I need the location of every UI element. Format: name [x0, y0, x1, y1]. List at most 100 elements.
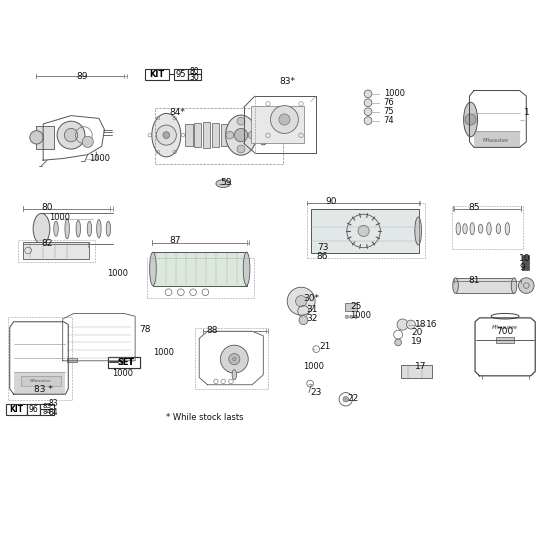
Text: 1000: 1000 [384, 90, 405, 99]
Text: 86: 86 [317, 252, 328, 261]
Ellipse shape [216, 180, 230, 188]
Bar [344, 304, 357, 311]
Text: 21: 21 [319, 342, 330, 351]
Bar [185, 124, 193, 146]
Bar [203, 122, 211, 148]
Ellipse shape [76, 221, 81, 237]
Text: 81: 81 [468, 276, 480, 284]
Circle shape [345, 315, 348, 319]
Bar [474, 130, 520, 147]
Bar [8, 318, 72, 400]
Text: 84: 84 [48, 408, 58, 417]
Text: 73: 73 [317, 243, 328, 252]
Text: 84*: 84* [170, 108, 185, 118]
Circle shape [299, 316, 308, 325]
Bar [496, 337, 514, 343]
Circle shape [364, 116, 372, 124]
Ellipse shape [478, 224, 483, 233]
Circle shape [232, 357, 236, 361]
Text: 9: 9 [520, 263, 525, 272]
Text: 76: 76 [384, 99, 394, 108]
Text: 87: 87 [170, 236, 181, 245]
Text: 700: 700 [496, 328, 514, 337]
Ellipse shape [243, 252, 250, 286]
Text: 96: 96 [29, 405, 39, 414]
Circle shape [465, 114, 476, 125]
Bar [268, 126, 274, 130]
Circle shape [364, 108, 372, 115]
Bar [145, 68, 169, 80]
Circle shape [228, 353, 240, 365]
Text: 83: 83 [43, 404, 52, 409]
Text: 30: 30 [189, 73, 199, 82]
Bar [67, 358, 77, 362]
Bar [6, 404, 27, 415]
Ellipse shape [226, 115, 256, 155]
Circle shape [248, 131, 256, 139]
Bar [36, 125, 54, 149]
Text: 30*: 30* [304, 295, 319, 304]
Circle shape [279, 114, 290, 125]
Bar [27, 404, 40, 415]
Circle shape [354, 315, 357, 319]
Circle shape [270, 106, 298, 133]
Ellipse shape [258, 125, 269, 145]
Bar [18, 240, 95, 262]
Bar [522, 255, 529, 270]
Text: SET: SET [117, 358, 134, 367]
Text: 83: 83 [48, 399, 58, 408]
Ellipse shape [505, 223, 510, 235]
Ellipse shape [496, 224, 501, 234]
Text: 1000: 1000 [350, 311, 371, 320]
Bar [268, 132, 274, 136]
Text: 1: 1 [524, 108, 530, 118]
Text: 59: 59 [221, 178, 232, 187]
Text: 88: 88 [207, 326, 218, 335]
Bar [22, 242, 90, 259]
Bar [21, 376, 61, 386]
Text: 1000: 1000 [113, 369, 133, 378]
Circle shape [343, 396, 348, 402]
Text: 1000: 1000 [108, 269, 128, 278]
Circle shape [30, 130, 43, 144]
Text: KIT: KIT [149, 70, 165, 79]
Text: 80: 80 [41, 203, 53, 212]
Ellipse shape [54, 221, 58, 236]
Bar [455, 278, 514, 293]
Bar [155, 109, 283, 164]
Text: 20: 20 [411, 328, 422, 338]
Text: Milwaukee: Milwaukee [492, 325, 518, 330]
Bar [108, 357, 140, 368]
Text: 95: 95 [176, 70, 186, 79]
Ellipse shape [415, 217, 422, 245]
Bar [153, 252, 246, 286]
Bar [174, 68, 188, 80]
Circle shape [395, 339, 402, 346]
Ellipse shape [150, 252, 156, 286]
Bar [188, 68, 201, 80]
Circle shape [163, 132, 170, 138]
Circle shape [237, 145, 245, 153]
Text: 23: 23 [310, 388, 321, 396]
Text: 83*: 83* [279, 77, 295, 86]
Text: 10: 10 [519, 254, 530, 263]
Circle shape [221, 345, 248, 373]
Text: 1000: 1000 [49, 213, 70, 222]
Ellipse shape [106, 221, 111, 236]
Bar [451, 206, 523, 249]
Ellipse shape [87, 221, 92, 236]
Circle shape [57, 121, 85, 149]
Circle shape [364, 90, 372, 98]
Text: 16: 16 [426, 320, 437, 329]
Circle shape [407, 320, 416, 329]
Text: SET: SET [117, 358, 134, 367]
Ellipse shape [487, 223, 491, 235]
Ellipse shape [470, 223, 474, 235]
Text: 90: 90 [326, 198, 337, 207]
Bar [221, 124, 228, 146]
Ellipse shape [152, 113, 181, 157]
Bar [13, 372, 66, 394]
Text: 22: 22 [347, 394, 358, 403]
Text: Milwaukee: Milwaukee [30, 379, 52, 383]
Bar [108, 357, 140, 368]
